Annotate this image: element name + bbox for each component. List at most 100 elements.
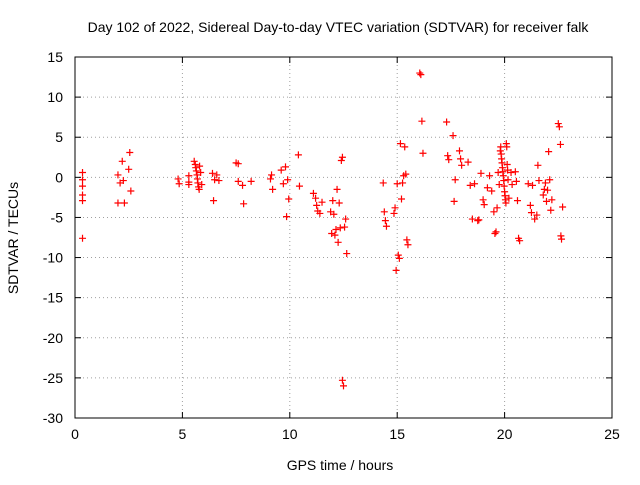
data-point (479, 196, 487, 204)
y-tick-label: -10 (43, 250, 63, 266)
data-point (174, 175, 182, 183)
data-point (380, 208, 388, 216)
data-point (208, 169, 216, 177)
data-point (445, 156, 453, 164)
data-point (503, 143, 511, 151)
data-point (240, 200, 248, 208)
data-point (502, 199, 510, 207)
data-point (340, 382, 347, 390)
data-point (392, 266, 400, 274)
data-point (516, 237, 524, 245)
data-point (540, 185, 548, 193)
data-point (491, 229, 499, 237)
data-point (118, 157, 126, 165)
data-point (196, 162, 204, 170)
data-point (266, 175, 274, 183)
data-point (79, 182, 87, 190)
gridlines (75, 57, 612, 418)
data-point (284, 176, 292, 184)
data-point (394, 251, 402, 259)
data-point (494, 169, 502, 177)
data-point (332, 225, 340, 233)
data-point (416, 69, 424, 77)
data-point (505, 194, 513, 202)
data-point (192, 167, 200, 175)
data-point (556, 140, 564, 148)
chart-title: Day 102 of 2022, Sidereal Day-to-day VTE… (88, 19, 590, 35)
data-point (468, 215, 476, 223)
data-point (211, 176, 219, 184)
y-tick-label: 15 (47, 49, 63, 65)
data-point (194, 179, 202, 187)
data-point (490, 208, 498, 216)
data-point (402, 170, 410, 178)
y-tick-label: 0 (55, 169, 63, 185)
data-point (341, 223, 349, 231)
data-point (526, 201, 534, 209)
data-point (558, 235, 566, 243)
data-point (541, 179, 549, 187)
data-point (337, 156, 345, 164)
data-point (335, 199, 343, 207)
data-point (295, 182, 303, 190)
data-point (285, 195, 293, 203)
data-point (336, 224, 344, 232)
data-point (539, 191, 547, 199)
data-point (396, 140, 404, 148)
x-axis-label: GPS time / hours (287, 457, 394, 473)
data-point (114, 199, 122, 207)
data-point (444, 152, 452, 160)
data-point (185, 181, 193, 189)
data-point (279, 180, 287, 188)
data-point (268, 171, 276, 179)
data-point (234, 160, 242, 168)
data-point (283, 213, 291, 221)
data-point (559, 203, 567, 211)
y-tick-label: -25 (43, 370, 63, 386)
data-point (390, 209, 398, 217)
y-axis-label: SDTVAR / TECUs (5, 182, 21, 294)
data-point (542, 197, 550, 205)
data-point (382, 222, 390, 230)
x-tick-label: 0 (71, 426, 79, 442)
data-point (403, 236, 411, 244)
data-point (338, 376, 346, 384)
data-point (399, 179, 407, 187)
data-point (175, 180, 183, 188)
data-point (512, 177, 520, 185)
y-tick-label: -15 (43, 290, 63, 306)
data-point (234, 177, 242, 185)
y-tick-label: -5 (51, 209, 64, 225)
data-point (381, 217, 389, 225)
data-point (450, 197, 458, 205)
data-point (79, 176, 87, 184)
data-point (395, 254, 403, 262)
data-point (185, 172, 193, 180)
data-point (529, 181, 537, 189)
data-point (333, 185, 341, 193)
data-point (474, 217, 482, 225)
data-point (197, 169, 205, 177)
data-point (338, 153, 346, 161)
data-point (548, 196, 556, 204)
data-point (119, 177, 127, 185)
data-point (316, 209, 324, 217)
data-point (477, 169, 485, 177)
data-point (312, 194, 320, 202)
data-point (475, 216, 483, 224)
data-point (401, 143, 409, 151)
data-point (504, 176, 512, 184)
data-point (417, 71, 425, 79)
data-point (480, 201, 488, 209)
data-point (277, 166, 285, 174)
x-tick-label: 20 (497, 426, 513, 442)
data-point (507, 169, 515, 177)
x-tick-label: 15 (389, 426, 405, 442)
data-point (404, 241, 412, 249)
data-point (210, 197, 218, 205)
data-point (483, 184, 491, 192)
data-point (269, 185, 277, 193)
data-point (309, 189, 317, 197)
